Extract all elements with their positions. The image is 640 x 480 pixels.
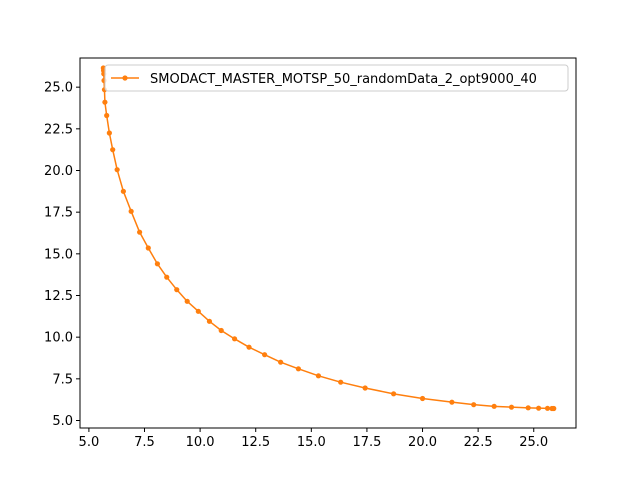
legend: SMODACT_MASTER_MOTSP_50_randomData_2_opt… xyxy=(105,65,568,91)
data-point xyxy=(471,402,476,407)
y-tick-label: 5.0 xyxy=(52,414,73,429)
y-tick-label: 12.5 xyxy=(44,289,73,304)
data-point xyxy=(536,406,541,411)
legend-label: SMODACT_MASTER_MOTSP_50_randomData_2_opt… xyxy=(150,72,537,87)
y-tick-label: 7.5 xyxy=(52,372,73,387)
data-point xyxy=(316,373,321,378)
data-point xyxy=(232,336,237,341)
data-point xyxy=(146,245,151,250)
data-point xyxy=(278,360,283,365)
data-point xyxy=(338,380,343,385)
data-point xyxy=(137,230,142,235)
data-point xyxy=(115,167,120,172)
data-point xyxy=(102,100,107,105)
y-tick-label: 17.5 xyxy=(44,206,73,221)
data-point xyxy=(110,147,115,152)
x-tick-label: 20.0 xyxy=(408,435,437,450)
data-point xyxy=(420,396,425,401)
data-point xyxy=(207,319,212,324)
x-tick-label: 5.0 xyxy=(79,435,100,450)
data-point xyxy=(545,406,550,411)
data-point xyxy=(104,113,109,118)
data-point xyxy=(296,366,301,371)
data-point xyxy=(391,391,396,396)
y-tick-label: 22.5 xyxy=(44,122,73,137)
x-tick-label: 10.0 xyxy=(186,435,215,450)
data-point xyxy=(107,130,112,135)
y-tick-label: 20.0 xyxy=(44,164,73,179)
data-point xyxy=(121,189,126,194)
data-point xyxy=(246,345,251,350)
x-tick-label: 15.0 xyxy=(297,435,326,450)
data-point xyxy=(509,405,514,410)
data-point xyxy=(155,261,160,266)
data-point xyxy=(219,328,224,333)
data-point xyxy=(262,352,267,357)
legend-marker-swatch xyxy=(122,75,127,80)
y-tick-label: 10.0 xyxy=(44,331,73,346)
x-tick-label: 12.5 xyxy=(241,435,270,450)
data-point xyxy=(551,406,556,411)
x-tick-label: 7.5 xyxy=(134,435,155,450)
data-point xyxy=(449,400,454,405)
data-point xyxy=(363,385,368,390)
data-point xyxy=(526,405,531,410)
data-point xyxy=(196,309,201,314)
x-tick-label: 22.5 xyxy=(464,435,493,450)
x-tick-label: 25.0 xyxy=(519,435,548,450)
y-tick-label: 15.0 xyxy=(44,247,73,262)
data-point xyxy=(164,275,169,280)
plot-area xyxy=(80,58,576,428)
data-point xyxy=(174,287,179,292)
data-point xyxy=(185,299,190,304)
data-point xyxy=(129,209,134,214)
data-point xyxy=(492,404,497,409)
y-tick-label: 25.0 xyxy=(44,81,73,96)
x-tick-label: 17.5 xyxy=(352,435,381,450)
